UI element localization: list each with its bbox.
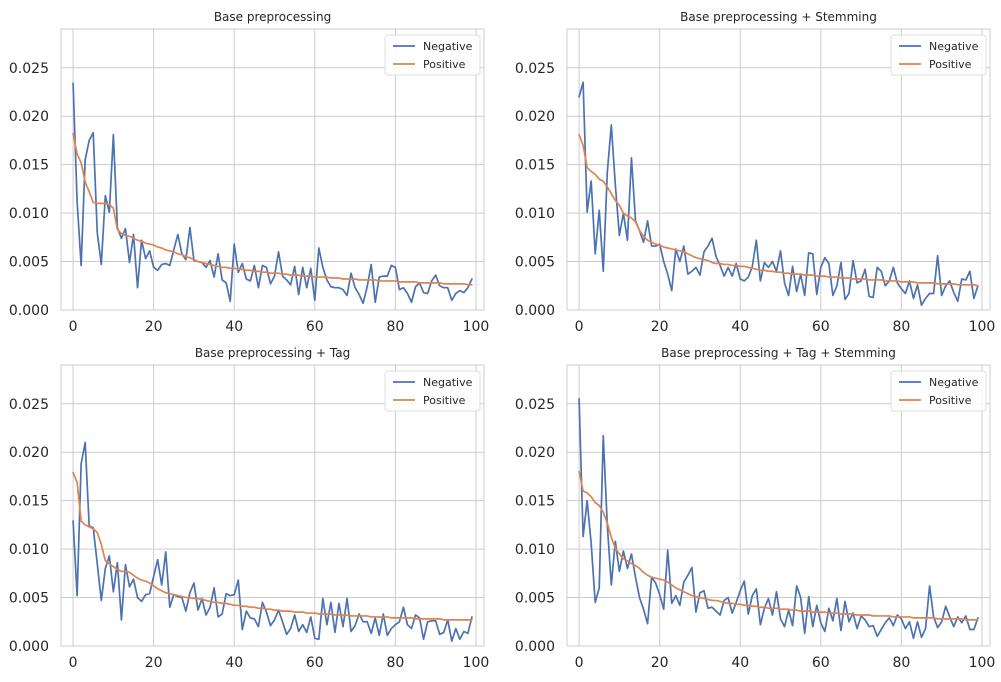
legend-box <box>890 370 987 412</box>
legend-label-negative: Negative <box>423 40 473 53</box>
y-tick-label: 0.015 <box>515 158 555 174</box>
legend-box <box>384 370 481 412</box>
x-tick-label: 80 <box>386 319 404 335</box>
x-tick-label: 40 <box>225 319 243 335</box>
y-tick-label: 0.025 <box>515 397 555 413</box>
x-tick-label: 100 <box>969 319 996 335</box>
subplot-title: Base preprocessing + Stemming <box>680 10 877 24</box>
x-tick-label: 60 <box>306 655 324 671</box>
y-tick-label: 0.020 <box>9 445 49 461</box>
x-tick-label: 0 <box>69 319 78 335</box>
series-line-positive <box>72 132 473 286</box>
legend: Negative Positive <box>890 34 987 76</box>
x-tick-label: 60 <box>812 655 830 671</box>
subplot-title: Base preprocessing + Tag + Stemming <box>661 346 896 360</box>
series-line-negative <box>578 81 979 307</box>
subplot-title: Base preprocessing + Tag <box>195 346 350 360</box>
legend-label-positive: Positive <box>423 394 466 407</box>
y-tick-label: 0.010 <box>515 542 555 558</box>
y-tick-label: 0.020 <box>515 445 555 461</box>
series-line-positive <box>72 471 473 621</box>
series-line-positive <box>578 133 979 287</box>
y-tick-label: 0.000 <box>515 303 555 319</box>
x-tick-label: 0 <box>575 319 584 335</box>
y-tick-label: 0.005 <box>515 591 555 607</box>
y-tick-label: 0.025 <box>9 397 49 413</box>
y-tick-label: 0.010 <box>515 206 555 222</box>
x-tick-label: 20 <box>651 655 669 671</box>
x-tick-label: 100 <box>969 655 996 671</box>
x-tick-label: 20 <box>145 655 163 671</box>
y-tick-label: 0.000 <box>9 303 49 319</box>
legend-label-positive: Positive <box>929 58 972 71</box>
legend-box <box>384 34 481 76</box>
x-tick-label: 100 <box>463 655 490 671</box>
series-line-negative <box>72 441 473 643</box>
y-tick-label: 0.010 <box>9 206 49 222</box>
legend-label-positive: Positive <box>929 394 972 407</box>
x-tick-label: 0 <box>575 655 584 671</box>
axes-background <box>60 28 485 311</box>
legend-label-negative: Negative <box>929 376 979 389</box>
subplot-title: Base preprocessing <box>214 10 331 24</box>
series-line-negative <box>72 82 473 305</box>
legend-label-positive: Positive <box>423 58 466 71</box>
legend: Negative Positive <box>384 370 481 412</box>
legend-label-negative: Negative <box>929 40 979 53</box>
x-tick-label: 80 <box>386 655 404 671</box>
y-tick-label: 0.000 <box>9 639 49 655</box>
subplot-4: 0 20 40 60 80 100 0.000 0.005 0.010 0.015 0.020 0.0… <box>515 346 995 671</box>
x-tick-label: 60 <box>306 319 324 335</box>
series-line-positive <box>578 470 979 621</box>
x-tick-label: 40 <box>731 655 749 671</box>
y-tick-label: 0.020 <box>9 109 49 125</box>
y-tick-label: 0.025 <box>9 61 49 77</box>
x-tick-label: 60 <box>812 319 830 335</box>
subplot-1: 0 20 40 60 80 100 0.000 0.005 0.010 0.015 0.020 0.0… <box>9 10 489 335</box>
axes-background <box>60 364 485 647</box>
y-tick-label: 0.015 <box>9 158 49 174</box>
x-tick-label: 100 <box>463 319 490 335</box>
subplot-3: 0 20 40 60 80 100 0.000 0.005 0.010 0.015 0.020 0.0… <box>9 346 489 671</box>
x-tick-label: 80 <box>892 319 910 335</box>
legend: Negative Positive <box>890 370 987 412</box>
y-tick-label: 0.000 <box>515 639 555 655</box>
series-line-negative <box>578 398 979 640</box>
subplot-2: 0 20 40 60 80 100 0.000 0.005 0.010 0.015 0.020 0.0… <box>515 10 995 335</box>
legend: Negative Positive <box>384 34 481 76</box>
x-tick-label: 40 <box>731 319 749 335</box>
y-tick-label: 0.005 <box>9 591 49 607</box>
y-tick-label: 0.010 <box>9 542 49 558</box>
x-tick-label: 20 <box>651 319 669 335</box>
x-tick-label: 20 <box>145 319 163 335</box>
legend-label-negative: Negative <box>423 376 473 389</box>
y-tick-label: 0.025 <box>515 61 555 77</box>
y-tick-label: 0.005 <box>9 255 49 271</box>
axes-background <box>566 364 991 647</box>
y-tick-label: 0.005 <box>515 255 555 271</box>
x-tick-label: 0 <box>69 655 78 671</box>
y-tick-label: 0.015 <box>515 494 555 510</box>
y-tick-label: 0.015 <box>9 494 49 510</box>
x-tick-label: 80 <box>892 655 910 671</box>
x-tick-label: 40 <box>225 655 243 671</box>
legend-box <box>890 34 987 76</box>
y-tick-label: 0.020 <box>515 109 555 125</box>
